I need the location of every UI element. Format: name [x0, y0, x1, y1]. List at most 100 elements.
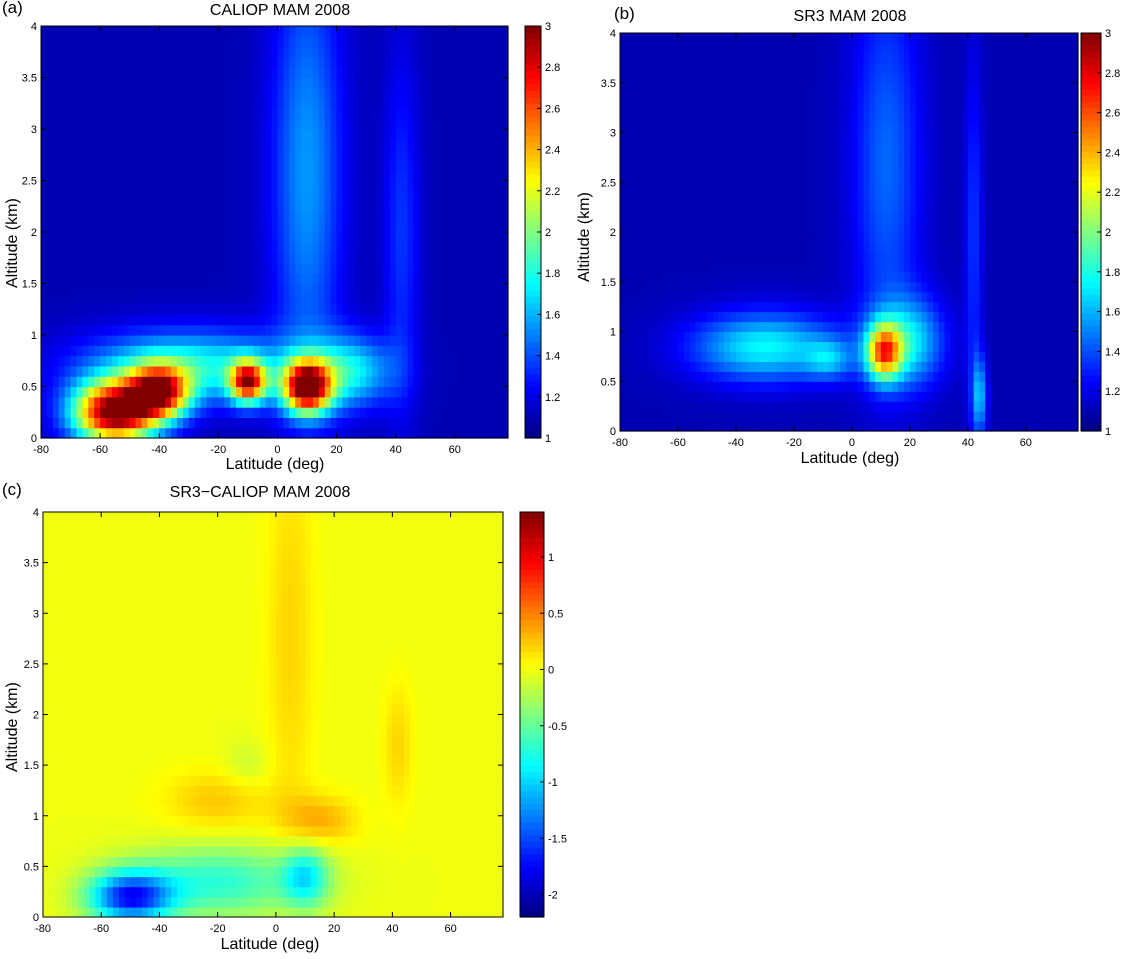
heatmap-cell: [159, 211, 166, 223]
heatmap-cell: [695, 142, 702, 153]
heatmap-cell: [342, 170, 349, 182]
heatmap-cell: [224, 211, 231, 223]
heatmap-cell: [695, 311, 702, 323]
heatmap-cell: [747, 222, 754, 233]
heatmap-cell: [448, 190, 456, 202]
heatmap-cell: [395, 252, 403, 264]
heatmap-cell: [230, 221, 237, 233]
heatmap-cell: [182, 180, 190, 192]
heatmap-cell: [230, 345, 237, 357]
heatmap-cell: [770, 301, 778, 313]
heatmap-cell: [413, 407, 420, 418]
heatmap-cell: [620, 33, 627, 44]
heatmap-cell: [153, 365, 160, 377]
heatmap-cell: [307, 46, 314, 58]
heatmap-cell: [735, 102, 743, 114]
heatmap-cell: [318, 407, 326, 418]
heatmap-cell: [637, 132, 644, 144]
heatmap-cell: [759, 241, 766, 253]
heatmap-cell: [466, 376, 474, 388]
heatmap-cell: [372, 98, 379, 109]
heatmap-cell: [840, 202, 847, 213]
heatmap-cell: [318, 314, 326, 326]
heatmap-cell: [117, 201, 125, 212]
heatmap-cell: [182, 159, 190, 171]
heatmap-cell: [70, 98, 78, 109]
heatmap-cell: [401, 427, 409, 439]
heatmap-cell: [330, 252, 338, 264]
heatmap-cell: [764, 72, 772, 84]
heatmap-cell: [324, 376, 332, 388]
heatmap-cell: [301, 345, 308, 357]
heatmap-cell: [747, 162, 754, 173]
heatmap-cell: [389, 129, 397, 140]
heatmap-cell: [846, 52, 853, 64]
heatmap-cell: [776, 371, 783, 382]
heatmap-cell: [730, 301, 737, 313]
heatmap-cell: [718, 192, 725, 203]
heatmap-cell: [289, 108, 296, 120]
heatmap-cell: [200, 159, 208, 171]
heatmap-cell: [419, 304, 426, 315]
heatmap-cell: [442, 314, 450, 326]
heatmap-cell: [759, 381, 766, 392]
heatmap-cell: [301, 314, 308, 326]
heatmap-cell: [153, 252, 160, 264]
heatmap-cell: [454, 407, 462, 418]
heatmap-cell: [200, 232, 208, 243]
heatmap-cell: [788, 281, 795, 293]
heatmap-cell: [283, 221, 290, 233]
heatmap-cell: [377, 118, 385, 130]
heatmap-cell: [689, 92, 696, 104]
heatmap-cell: [706, 112, 714, 124]
heatmap-cell: [100, 324, 107, 336]
heatmap-cell: [295, 232, 302, 243]
heatmap-cell: [46, 417, 54, 429]
heatmap-cell: [625, 341, 633, 352]
heatmap-cell: [301, 304, 308, 315]
heatmap-cell: [490, 345, 497, 357]
heatmap-cell: [683, 391, 691, 402]
heatmap-cell: [236, 201, 243, 212]
heatmap-cell: [759, 351, 766, 362]
heatmap-cell: [846, 351, 853, 362]
heatmap-cell: [776, 341, 783, 352]
heatmap-cell: [377, 355, 385, 367]
heatmap-cell: [442, 87, 450, 99]
heatmap-cell: [206, 324, 214, 336]
heatmap-cell: [336, 108, 344, 120]
heatmap-cell: [159, 56, 166, 68]
heatmap-cell: [689, 142, 696, 153]
heatmap-cell: [377, 262, 385, 274]
heatmap-cell: [354, 98, 361, 109]
heatmap-cell: [307, 149, 314, 161]
heatmap-cell: [718, 281, 725, 293]
heatmap-cell: [58, 98, 66, 109]
heatmap-cell: [701, 411, 708, 422]
heatmap-cell: [301, 355, 308, 367]
heatmap-cell: [776, 381, 783, 392]
heatmap-cell: [372, 407, 379, 418]
heatmap-cell: [206, 170, 214, 182]
heatmap-cell: [759, 391, 766, 402]
heatmap-cell: [342, 36, 349, 48]
heatmap-cell: [147, 201, 154, 212]
heatmap-cell: [782, 162, 789, 173]
heatmap-cell: [735, 72, 743, 84]
heatmap-cell: [117, 324, 125, 336]
heatmap-cell: [724, 311, 731, 323]
heatmap-cell: [224, 376, 231, 388]
heatmap-cell: [718, 122, 725, 134]
heatmap-cell: [171, 36, 178, 48]
heatmap-cell: [88, 324, 95, 336]
heatmap-cell: [689, 401, 696, 412]
heatmap-cell: [834, 82, 841, 94]
heatmap-cell: [643, 172, 650, 183]
heatmap-cell: [247, 273, 255, 285]
heatmap-cell: [271, 36, 279, 48]
heatmap-cell: [851, 72, 859, 84]
heatmap-cell: [46, 242, 54, 254]
heatmap-cell: [484, 129, 491, 140]
heatmap-cell: [153, 304, 160, 315]
heatmap-cell: [753, 351, 760, 362]
